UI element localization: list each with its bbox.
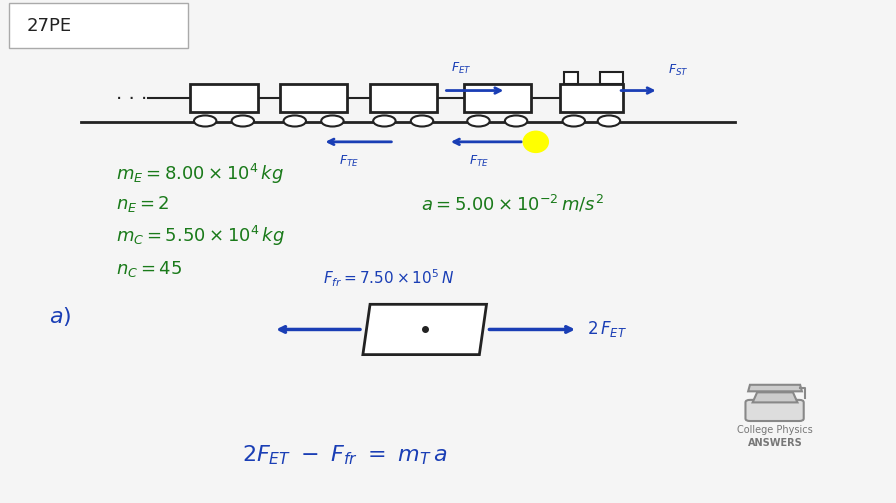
Bar	[370, 84, 437, 112]
Bar	[190, 84, 258, 112]
Ellipse shape	[194, 116, 217, 127]
Text: $F_{ST}$: $F_{ST}$	[668, 63, 688, 78]
Ellipse shape	[411, 116, 434, 127]
Ellipse shape	[523, 131, 548, 152]
Polygon shape	[748, 385, 802, 391]
Ellipse shape	[598, 116, 620, 127]
Text: $F_{TE}$: $F_{TE}$	[340, 153, 359, 169]
Ellipse shape	[373, 116, 396, 127]
Bar	[564, 72, 578, 85]
Bar	[600, 72, 623, 85]
Text: $2F_{ET}\ -\ F_{fr}\ =\ m_T\,a$: $2F_{ET}\ -\ F_{fr}\ =\ m_T\,a$	[242, 444, 447, 467]
Ellipse shape	[231, 116, 254, 127]
Ellipse shape	[322, 116, 344, 127]
Text: $F_{fr} = 7.50\times10^5\,N$: $F_{fr} = 7.50\times10^5\,N$	[323, 268, 453, 289]
Bar	[280, 84, 348, 112]
Text: $a)$: $a)$	[49, 305, 72, 328]
Text: . . .: . . .	[116, 83, 148, 103]
Polygon shape	[363, 304, 487, 355]
Ellipse shape	[563, 116, 585, 127]
Text: College Physics: College Physics	[737, 425, 813, 435]
Ellipse shape	[468, 116, 490, 127]
Text: $m_C = 5.50\times10^4\,kg$: $m_C = 5.50\times10^4\,kg$	[116, 224, 285, 248]
Text: ANSWERS: ANSWERS	[747, 438, 803, 448]
Text: $n_C = 45$: $n_C = 45$	[116, 259, 183, 279]
Text: $F_{TE}$: $F_{TE}$	[470, 153, 489, 169]
FancyBboxPatch shape	[9, 3, 188, 48]
Text: $F_{ET}$: $F_{ET}$	[451, 61, 472, 76]
Text: $m_E = 8.00\times10^4\,kg$: $m_E = 8.00\times10^4\,kg$	[116, 161, 284, 186]
Text: $2\,F_{ET}$: $2\,F_{ET}$	[587, 319, 627, 340]
FancyBboxPatch shape	[745, 400, 804, 421]
Ellipse shape	[283, 116, 306, 127]
Bar	[464, 84, 531, 112]
Text: $a = 5.00\times10^{-2}\,m/s^2$: $a = 5.00\times10^{-2}\,m/s^2$	[421, 193, 604, 214]
Text: $n_E = 2$: $n_E = 2$	[116, 194, 170, 214]
Ellipse shape	[505, 116, 528, 127]
Text: 27PE: 27PE	[27, 17, 72, 35]
Polygon shape	[753, 392, 797, 402]
Bar	[560, 84, 623, 112]
